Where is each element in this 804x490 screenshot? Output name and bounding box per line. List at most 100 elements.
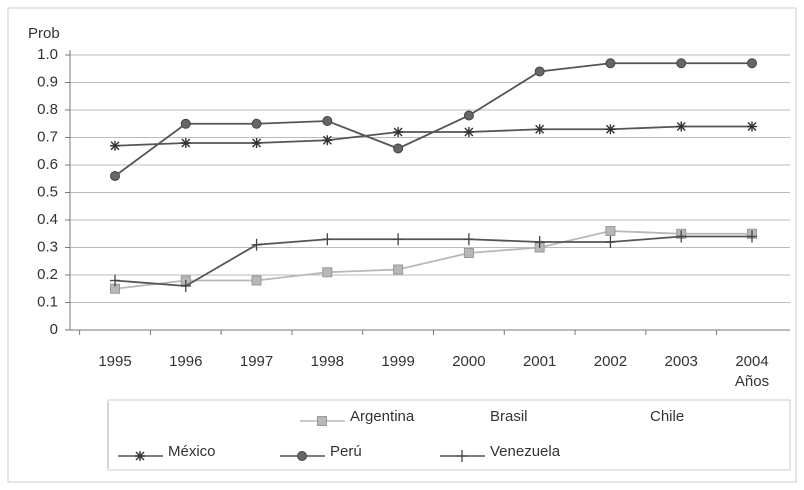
y-tick-label: 0.7 — [37, 128, 58, 145]
marker-circle — [297, 451, 307, 461]
marker — [747, 121, 757, 132]
y-tick-label: 0.9 — [37, 73, 58, 90]
series-line — [114, 62, 752, 177]
marker — [322, 135, 333, 146]
marker — [676, 230, 687, 243]
marker — [534, 124, 545, 135]
marker-stroke — [464, 127, 474, 137]
x-tick-label: 1995 — [98, 353, 131, 370]
marker — [322, 233, 333, 246]
marker-stroke — [135, 451, 145, 461]
marker — [747, 58, 757, 69]
marker — [135, 451, 145, 461]
marker — [457, 450, 467, 462]
x-tick-label: 2001 — [523, 353, 556, 370]
marker — [110, 140, 120, 151]
legend-label: México — [168, 443, 216, 460]
x-axis-label: Años — [735, 373, 769, 390]
y-tick-label: 0.2 — [37, 266, 58, 283]
legend-label: Chile — [650, 408, 684, 425]
marker — [322, 116, 333, 126]
marker — [463, 110, 474, 121]
marker — [251, 118, 262, 129]
marker-square — [251, 275, 262, 286]
marker — [463, 248, 474, 258]
marker-circle — [605, 58, 616, 69]
marker — [251, 238, 262, 251]
marker-stroke — [535, 124, 545, 134]
marker-stroke — [747, 122, 757, 131]
marker — [110, 171, 120, 181]
marker-square — [605, 226, 616, 236]
y-tick-label: 0.4 — [37, 211, 58, 228]
marker-circle — [747, 58, 757, 69]
y-tick-label: 0 — [50, 321, 58, 338]
x-tick-label: 1999 — [381, 353, 414, 370]
marker-circle — [534, 66, 545, 77]
marker — [605, 58, 616, 69]
marker-stroke — [676, 122, 686, 131]
marker-circle — [463, 110, 474, 121]
y-tick-label: 0.5 — [37, 183, 58, 200]
marker-stroke — [605, 124, 615, 134]
y-axis-label: Prob — [28, 25, 60, 42]
marker — [251, 275, 262, 286]
frame — [7, 7, 797, 483]
x-tick-label: 2004 — [735, 353, 768, 370]
marker — [393, 233, 404, 246]
y-tick-label: 0.6 — [37, 156, 58, 173]
marker-square — [393, 264, 404, 275]
legend-label: Venezuela — [490, 443, 561, 460]
marker — [393, 143, 404, 154]
marker-stroke — [110, 141, 120, 151]
marker — [463, 233, 474, 246]
marker — [110, 274, 120, 287]
marker-circle — [251, 118, 262, 129]
marker — [605, 124, 616, 135]
marker — [180, 118, 191, 129]
marker-circle — [676, 58, 687, 69]
x-tick-label: 2003 — [665, 353, 698, 370]
legend-label: Brasil — [490, 408, 528, 425]
marker — [463, 127, 474, 137]
marker — [180, 138, 191, 148]
marker-circle — [322, 116, 333, 126]
marker — [322, 267, 333, 278]
marker-stroke — [322, 135, 332, 145]
marker — [534, 66, 545, 77]
marker — [676, 121, 687, 132]
legend-label: Argentina — [350, 408, 415, 425]
x-tick-label: 1996 — [169, 353, 202, 370]
marker-stroke — [252, 138, 262, 148]
series-line — [114, 230, 752, 290]
marker-square — [463, 248, 474, 258]
x-tick-label: 2002 — [594, 353, 627, 370]
marker — [534, 236, 545, 248]
legend-label: Perú — [330, 443, 362, 460]
y-tick-label: 1.0 — [37, 46, 58, 63]
marker — [317, 416, 327, 426]
marker — [297, 451, 307, 461]
marker — [676, 58, 687, 69]
marker-circle — [110, 171, 120, 181]
marker-circle — [393, 143, 404, 154]
marker — [251, 138, 262, 148]
marker — [393, 127, 404, 137]
y-tick-label: 0.1 — [37, 293, 58, 310]
series-line — [114, 125, 752, 147]
marker — [747, 230, 757, 243]
marker-stroke — [181, 138, 191, 148]
marker-square — [322, 267, 333, 278]
marker — [393, 264, 404, 275]
marker-circle — [180, 118, 191, 129]
series-line — [114, 235, 752, 287]
marker — [605, 226, 616, 236]
y-tick-label: 0.3 — [37, 238, 58, 255]
marker-stroke — [393, 127, 403, 137]
x-tick-label: 1997 — [240, 353, 273, 370]
marker — [605, 236, 616, 248]
marker — [180, 280, 191, 292]
x-tick-label: 2000 — [452, 353, 485, 370]
marker-square — [317, 416, 327, 426]
